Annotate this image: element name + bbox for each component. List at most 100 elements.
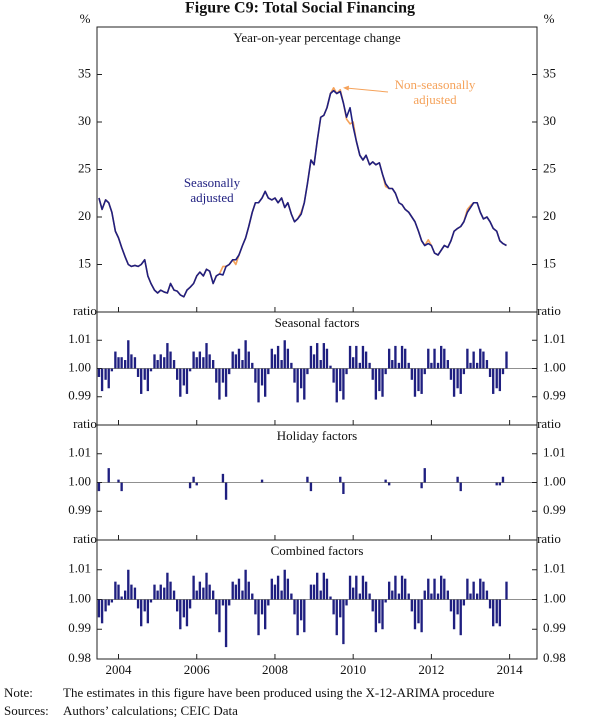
bar [400, 345, 404, 369]
bar [335, 368, 338, 403]
bar [462, 368, 466, 375]
y-tick-label: 30 [78, 113, 91, 128]
bar [215, 599, 218, 615]
bar [133, 587, 137, 600]
bar [276, 345, 280, 369]
x-tick-label: 2012 [418, 662, 444, 677]
bar [234, 584, 238, 600]
bar [322, 343, 326, 369]
bar [371, 599, 374, 612]
bar [231, 581, 234, 600]
series-label: Seasonally [184, 175, 241, 190]
bar [410, 599, 414, 612]
y-tick-label: 1.01 [68, 561, 91, 576]
bar [482, 581, 485, 600]
bar [446, 590, 449, 600]
bar [202, 357, 205, 369]
panel-title: Year-on-year percentage change [233, 30, 401, 45]
bar [179, 599, 182, 630]
bar [133, 357, 137, 369]
bar [251, 362, 254, 369]
bar [381, 368, 384, 397]
bar [469, 362, 472, 369]
bar [117, 357, 120, 369]
bar [479, 348, 482, 369]
y-tick-label: 35 [78, 65, 91, 80]
bar [166, 343, 169, 369]
bar [254, 599, 257, 615]
y-unit-right: ratio [537, 531, 561, 546]
bar [303, 368, 306, 400]
bar [413, 599, 417, 630]
y-tick-label-right: 20 [543, 208, 556, 223]
y-unit-right: ratio [537, 416, 561, 431]
bar [339, 476, 342, 483]
bar [433, 348, 436, 369]
bar [228, 599, 231, 606]
y-unit: % [80, 11, 91, 26]
bar [378, 599, 381, 624]
y-tick-label-right: 0.99 [543, 620, 566, 635]
bar [501, 368, 505, 375]
panel-title: Seasonal factors [275, 315, 360, 330]
y-tick-label-right: 1.00 [543, 590, 566, 605]
bar [459, 482, 462, 492]
bar [127, 340, 130, 369]
bar [192, 476, 195, 483]
bar [179, 368, 182, 397]
note-label: Note: [4, 685, 33, 700]
bar [306, 476, 309, 483]
bar [100, 368, 104, 392]
bar [169, 581, 172, 600]
bar [492, 368, 495, 394]
bar [260, 479, 264, 483]
bar [394, 575, 397, 600]
y-tick-label: 0.98 [68, 650, 91, 665]
bar [342, 599, 345, 645]
bar [143, 368, 146, 380]
bar [153, 354, 156, 369]
bar [208, 354, 211, 369]
bar [319, 590, 322, 600]
y-tick-label-right: 1.00 [543, 473, 566, 488]
bar [456, 368, 459, 389]
x-tick-label: 2008 [262, 662, 288, 677]
panel-title: Holiday factors [277, 428, 358, 443]
bar [391, 590, 394, 600]
bar [495, 599, 498, 624]
bar [172, 360, 176, 369]
bar [456, 599, 459, 615]
bar [244, 569, 247, 600]
bar [452, 599, 456, 630]
bar [443, 348, 446, 369]
bar [420, 368, 423, 394]
series-line [98, 87, 507, 298]
bar [146, 599, 150, 624]
bar [316, 572, 319, 600]
bar [156, 590, 159, 600]
bar [420, 599, 423, 633]
bar [283, 340, 286, 369]
bar [117, 584, 120, 600]
bar [345, 368, 348, 375]
y-unit: ratio [73, 531, 97, 546]
bar [325, 578, 329, 600]
bar [107, 599, 110, 606]
bar [228, 368, 231, 375]
bar [159, 584, 162, 600]
bar [264, 599, 267, 630]
y-unit-right: ratio [537, 303, 561, 318]
bar [306, 368, 309, 375]
bar [231, 351, 234, 369]
bar [459, 599, 462, 636]
bar [188, 368, 192, 372]
bar [352, 587, 355, 600]
bar [325, 348, 329, 369]
bar [260, 368, 264, 386]
bar [319, 360, 322, 369]
bar [130, 354, 133, 369]
bar [436, 593, 440, 600]
bar [498, 599, 502, 627]
bar [329, 365, 332, 369]
bar [156, 360, 159, 369]
